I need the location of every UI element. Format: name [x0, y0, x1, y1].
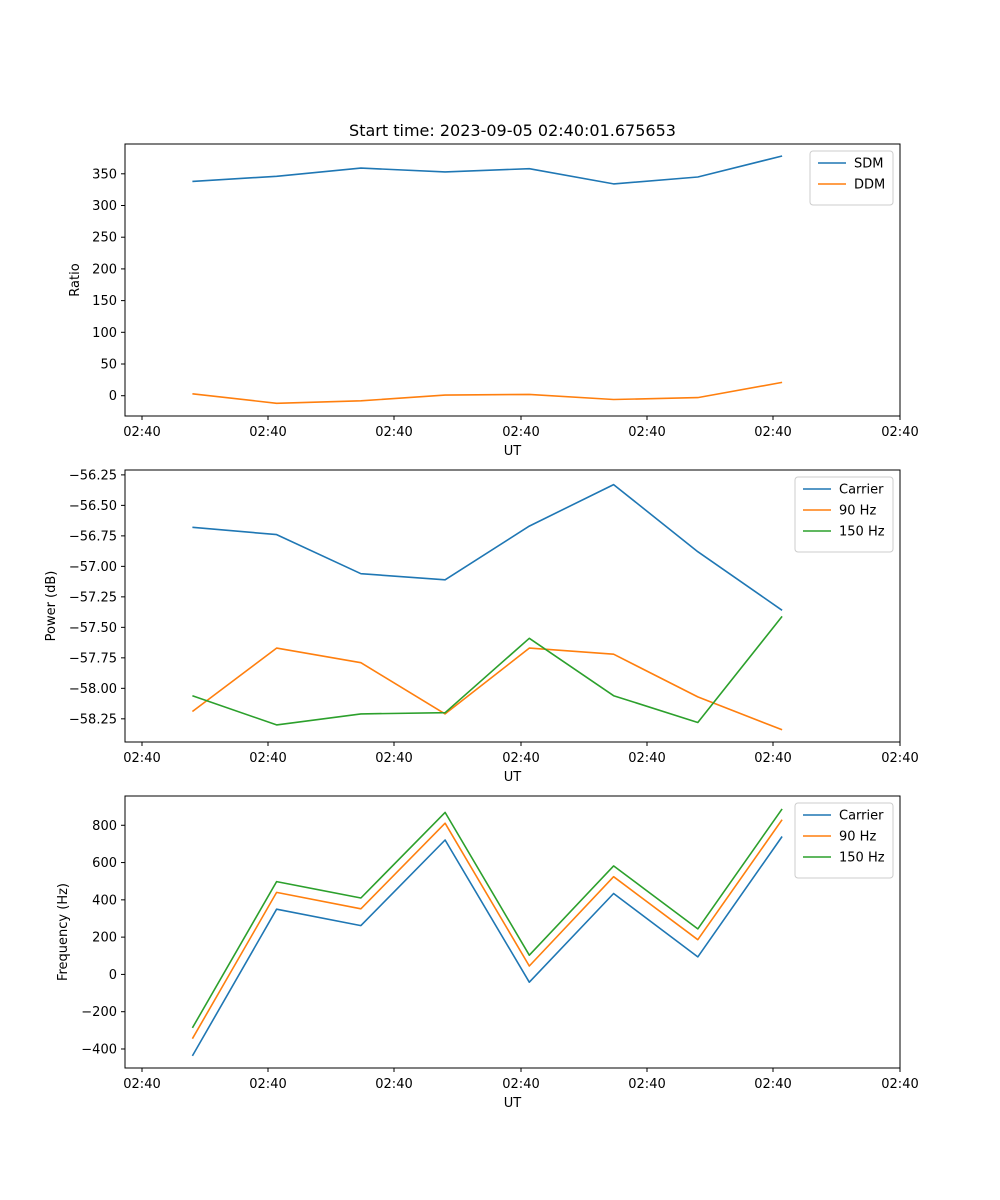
y-tick-label: 250 — [92, 231, 117, 246]
legend-label: 150 Hz — [839, 851, 885, 866]
legend-label: SDM — [854, 157, 883, 172]
legend-box — [794, 476, 894, 553]
axes-frame — [124, 469, 901, 743]
x-tick-label: 02:40 — [249, 1077, 286, 1092]
y-tick-label: 350 — [92, 167, 117, 182]
y-axis-label: Ratio — [68, 263, 83, 296]
legend-label: Carrier — [839, 809, 884, 824]
series-line-carrier — [191, 836, 783, 1057]
chart-title: Start time: 2023-09-05 02:40:01.675653 — [349, 121, 676, 140]
y-tick-label: −56.25 — [69, 468, 117, 483]
x-tick-label: 02:40 — [628, 425, 665, 440]
y-tick-label: −57.25 — [69, 590, 117, 605]
y-tick-label: 150 — [92, 294, 117, 309]
x-tick-label: 02:40 — [123, 751, 160, 766]
x-tick-label: 02:40 — [628, 1077, 665, 1092]
x-tick-label: 02:40 — [249, 751, 286, 766]
x-tick-label: 02:40 — [502, 1077, 539, 1092]
x-tick-label: 02:40 — [502, 751, 539, 766]
y-tick-label: −58.00 — [69, 682, 117, 697]
legend: Carrier 90 Hz 150 Hz — [794, 476, 894, 553]
y-tick-label: 400 — [92, 893, 117, 908]
x-axis-label: UT — [504, 444, 522, 459]
x-tick-label: 02:40 — [754, 1077, 791, 1092]
y-tick-label: −57.50 — [69, 621, 117, 636]
legend-label: 150 Hz — [839, 525, 885, 540]
y-tick-label: −200 — [81, 1005, 117, 1020]
series-line-150-hz — [192, 615, 783, 726]
y-tick-label: 50 — [100, 358, 117, 373]
legend-label: 90 Hz — [839, 830, 876, 845]
x-tick-label: 02:40 — [123, 425, 160, 440]
x-tick-label: 02:40 — [628, 751, 665, 766]
y-tick-label: −400 — [81, 1042, 117, 1057]
y-tick-label: 0 — [109, 968, 117, 983]
x-tick-label: 02:40 — [754, 425, 791, 440]
chart-ratio: 02:40 02:40 02:40 02:40 02:40 02:40 02:40 0 50 10… — [68, 121, 919, 459]
y-tick-label: 800 — [92, 819, 117, 834]
y-axis-label: Frequency (Hz) — [56, 883, 71, 981]
legend-label: Carrier — [839, 483, 884, 498]
series-line-90-hz — [191, 819, 783, 1040]
x-tick-label: 02:40 — [881, 1077, 918, 1092]
series-line-150-hz — [191, 808, 783, 1029]
chart-frequency: 02:40 02:40 02:40 02:40 02:40 02:40 02:40 −400 −… — [56, 795, 919, 1111]
legend-label: 90 Hz — [839, 504, 876, 519]
series-line-sdm — [192, 155, 783, 185]
x-tick-label: 02:40 — [754, 751, 791, 766]
legend-label: DDM — [854, 178, 885, 193]
y-tick-label: −58.25 — [69, 712, 117, 727]
y-tick-label: 200 — [92, 262, 117, 277]
y-tick-label: −56.50 — [69, 499, 117, 514]
legend: Carrier 90 Hz 150 Hz — [794, 802, 894, 879]
chart-power: 02:40 02:40 02:40 02:40 02:40 02:40 02:40 −58.2… — [44, 468, 919, 785]
y-tick-label: 600 — [92, 856, 117, 871]
legend: SDM DDM — [809, 150, 894, 206]
y-tick-label: 300 — [92, 199, 117, 214]
x-axis-label: UT — [504, 770, 522, 785]
x-tick-label: 02:40 — [375, 1077, 412, 1092]
x-tick-label: 02:40 — [881, 425, 918, 440]
x-tick-label: 02:40 — [375, 751, 412, 766]
series-line-carrier — [192, 483, 783, 611]
series-line-ddm — [192, 381, 783, 405]
y-tick-label: −57.00 — [69, 560, 117, 575]
axes-frame — [124, 795, 901, 1069]
legend-box — [809, 150, 894, 206]
legend-box — [794, 802, 894, 879]
y-tick-label: 200 — [92, 931, 117, 946]
x-tick-label: 02:40 — [502, 425, 539, 440]
x-tick-label: 02:40 — [123, 1077, 160, 1092]
x-tick-label: 02:40 — [375, 425, 412, 440]
series-line-90-hz — [191, 647, 783, 731]
y-axis-label: Power (dB) — [44, 571, 59, 642]
y-tick-label: 0 — [109, 389, 117, 404]
y-tick-label: 100 — [92, 326, 117, 341]
x-axis-label: UT — [504, 1096, 522, 1111]
x-tick-label: 02:40 — [249, 425, 286, 440]
axes-frame — [124, 143, 901, 417]
x-tick-label: 02:40 — [881, 751, 918, 766]
y-tick-label: −57.75 — [69, 651, 117, 666]
y-tick-label: −56.75 — [69, 529, 117, 544]
